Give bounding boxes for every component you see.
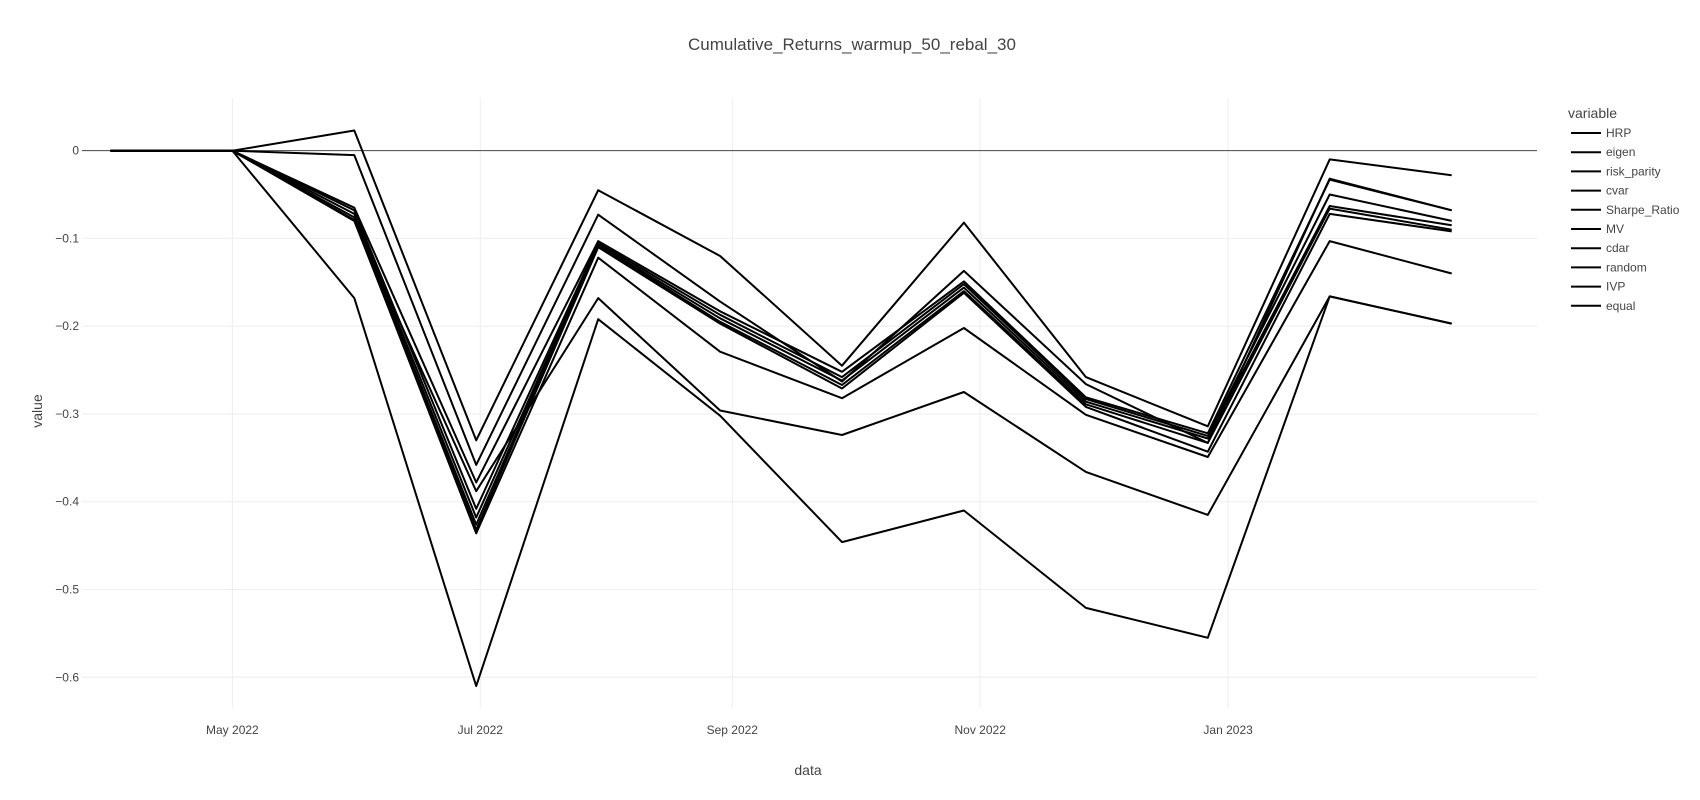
legend-label: HRP — [1606, 126, 1631, 140]
legend-label: eigen — [1606, 145, 1635, 159]
legend-item[interactable]: random — [1571, 260, 1647, 274]
series-line-cdar — [110, 149, 1452, 531]
x-axis-ticks: May 2022 Jul 2022 Sep 2022 Nov 2022 Jan 2023 — [206, 723, 1253, 737]
legend-label: random — [1606, 260, 1647, 274]
legend-title: variable — [1568, 105, 1617, 121]
chart-title: Cumulative_Returns_warmup_50_rebal_30 — [688, 35, 1016, 54]
x-axis-title: data — [794, 762, 821, 778]
series-line-mv — [110, 149, 1452, 526]
legend-item[interactable]: eigen — [1571, 145, 1635, 159]
legend-item[interactable]: Sharpe_Ratio — [1571, 203, 1680, 217]
x-tick-label: Jan 2023 — [1203, 723, 1253, 737]
x-tick-label: Jul 2022 — [458, 723, 504, 737]
legend-label: MV — [1606, 222, 1624, 236]
x-tick-label: Sep 2022 — [707, 723, 759, 737]
legend-label: cvar — [1606, 184, 1629, 198]
y-tick-label: −0.3 — [55, 407, 79, 421]
legend-item[interactable]: risk_parity — [1571, 164, 1661, 178]
legend-item[interactable]: cvar — [1571, 184, 1629, 198]
legend-label: IVP — [1606, 280, 1625, 294]
y-tick-label: 0 — [72, 144, 79, 158]
y-tick-label: −0.2 — [55, 319, 79, 333]
y-axis-ticks: 0 −0.1 −0.2 −0.3 −0.4 −0.5 −0.6 — [55, 144, 79, 685]
legend-label: risk_parity — [1606, 164, 1661, 178]
series-line-sharpe-ratio — [110, 149, 1452, 519]
legend-item[interactable]: equal — [1571, 299, 1635, 313]
legend-item[interactable]: MV — [1571, 222, 1624, 236]
y-tick-label: −0.4 — [55, 495, 79, 509]
series-line-ivp — [110, 149, 1452, 516]
legend-item[interactable]: IVP — [1571, 280, 1625, 294]
legend-item[interactable]: cdar — [1571, 241, 1629, 255]
legend-label: Sharpe_Ratio — [1606, 203, 1680, 217]
y-axis-title: value — [29, 394, 45, 428]
x-tick-label: May 2022 — [206, 723, 259, 737]
legend-label: equal — [1606, 299, 1635, 313]
y-tick-label: −0.1 — [55, 231, 79, 245]
legend-label: cdar — [1606, 241, 1629, 255]
series-lines — [110, 129, 1452, 688]
x-tick-label: Nov 2022 — [955, 723, 1007, 737]
legend-item[interactable]: HRP — [1571, 126, 1631, 140]
series-line-hrp — [110, 129, 1452, 442]
series-line-equal — [110, 149, 1452, 688]
series-line-eigen — [110, 149, 1452, 466]
y-tick-label: −0.5 — [55, 583, 79, 597]
series-line-cvar — [110, 149, 1452, 510]
y-tick-label: −0.6 — [55, 670, 79, 684]
series-line-risk-parity — [110, 149, 1452, 484]
